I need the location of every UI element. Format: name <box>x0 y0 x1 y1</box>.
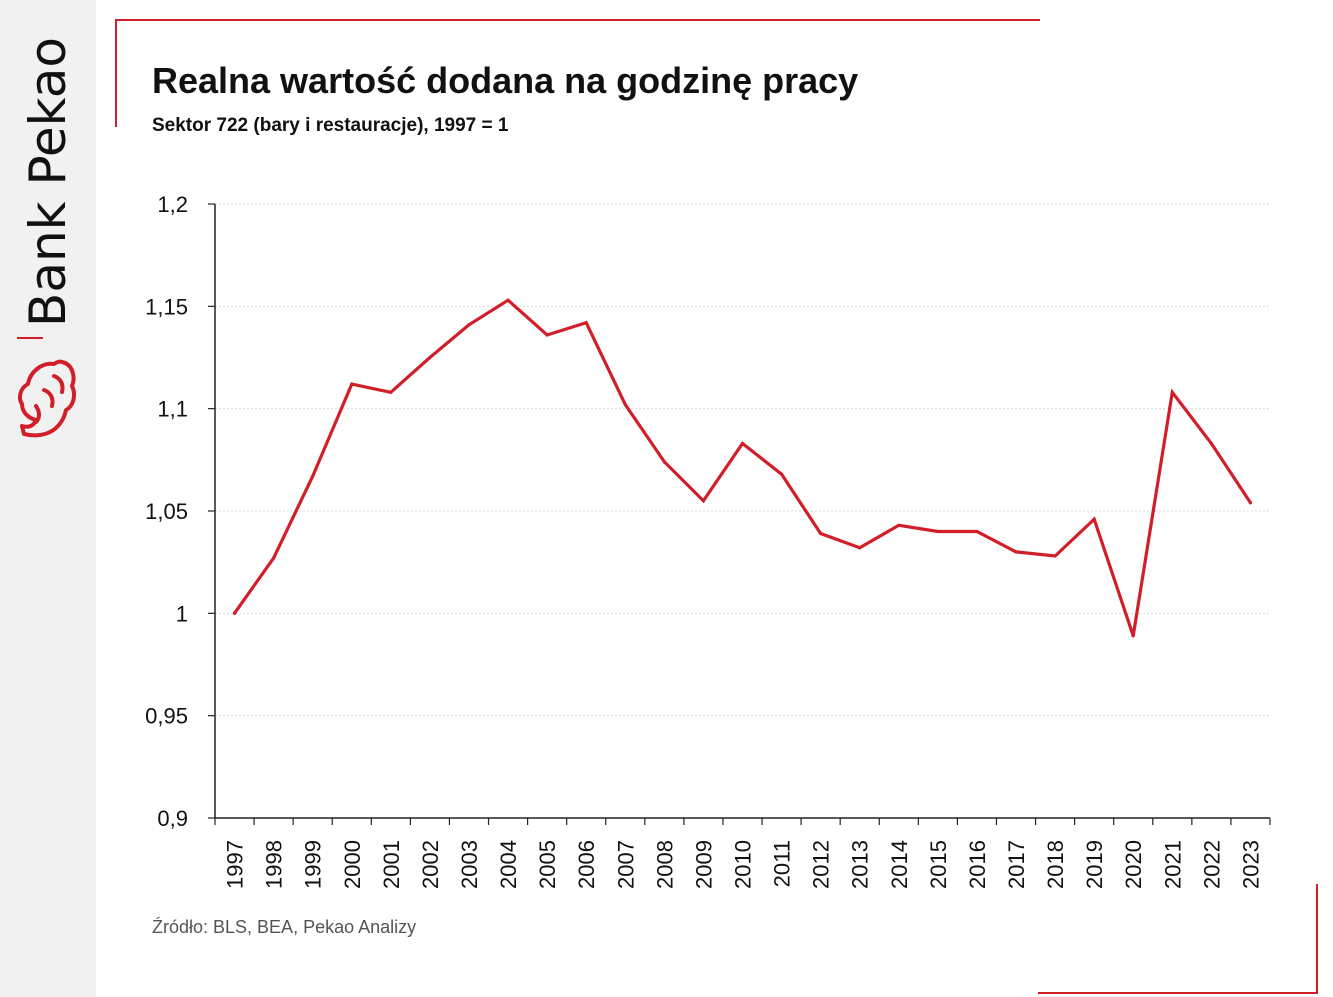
y-tick-label: 1 <box>176 601 188 626</box>
data-point <box>819 531 823 536</box>
x-tick-label: 2015 <box>926 840 951 889</box>
chart-subtitle: Sektor 722 (bary i restauracje), 1997 = … <box>152 115 509 136</box>
data-point <box>584 321 588 325</box>
data-point <box>467 323 471 327</box>
data-point <box>1053 554 1057 558</box>
data-point <box>1131 634 1135 638</box>
source-note: Źródło: BLS, BEA, Pekao Analizy <box>152 917 417 937</box>
data-point <box>232 611 237 615</box>
x-tick-label: 1997 <box>223 840 248 889</box>
x-tick-label: 2004 <box>496 840 521 889</box>
x-tick-label: 2001 <box>379 840 404 889</box>
x-tick-label: 2021 <box>1160 840 1185 889</box>
y-tick-label: 1,2 <box>157 192 188 217</box>
x-tick-label: 1998 <box>262 840 287 889</box>
x-tick-label: 2005 <box>535 840 560 889</box>
data-point <box>936 529 940 534</box>
y-tick-label: 1,15 <box>145 294 188 319</box>
data-point <box>272 556 276 560</box>
data-point <box>1209 441 1213 446</box>
data-point <box>1092 517 1096 521</box>
data-point <box>858 546 862 550</box>
data-point <box>975 529 979 534</box>
series-line <box>233 298 1252 637</box>
y-tick-label: 0,9 <box>157 806 188 831</box>
x-tick-label: 2003 <box>457 840 482 889</box>
data-point <box>779 472 784 476</box>
x-tick-label: 2009 <box>691 840 716 889</box>
x-tick-label: 2018 <box>1043 840 1068 889</box>
x-tick-label: 2019 <box>1082 840 1107 889</box>
data-point <box>545 333 549 337</box>
frame-bottom-line <box>1038 992 1318 994</box>
pekao-bison-logo-icon <box>14 356 78 449</box>
y-tick-labels: 0,9 0,95 1 1,05 1,1 1,15 1,2 <box>145 192 188 831</box>
x-tick-label: 2011 <box>770 840 795 887</box>
x-tick-label: 2022 <box>1199 840 1224 889</box>
y-tick-label: 0,95 <box>145 704 188 729</box>
grid-layer <box>215 203 1270 717</box>
x-tick-label: 2017 <box>1004 840 1029 889</box>
data-point <box>389 390 393 394</box>
x-tick-label: 2000 <box>340 840 365 889</box>
frame-right-line <box>1316 884 1318 994</box>
x-tick-label: 2012 <box>809 840 834 889</box>
x-tick-label: 2023 <box>1238 840 1263 889</box>
data-point <box>311 474 315 478</box>
y-tick-label: 1,1 <box>157 397 188 422</box>
data-point <box>428 355 432 360</box>
data-point <box>740 441 745 446</box>
x-tick-labels: 1997 1998 1999 2000 2001 2002 2003 2004 2005 2006… <box>223 840 1264 889</box>
data-point <box>350 382 354 386</box>
frame-top-line <box>115 19 1040 21</box>
data-point <box>506 298 510 302</box>
series-layer <box>232 298 1253 638</box>
data-point <box>623 402 627 407</box>
x-tick-label: 2002 <box>418 840 443 889</box>
y-tick-label: 1,05 <box>145 499 188 524</box>
x-tick-label: 2016 <box>965 840 990 889</box>
x-tick-label: 2014 <box>887 840 912 889</box>
x-tick-label: 2010 <box>731 840 756 889</box>
data-point <box>1248 501 1253 505</box>
brand-sidebar: Bank Pekao <box>0 0 96 997</box>
x-tick-label: 2020 <box>1121 840 1146 889</box>
x-tick-label: 1999 <box>301 840 326 889</box>
data-point <box>662 460 666 464</box>
data-point <box>701 499 706 503</box>
data-point <box>1170 390 1174 394</box>
brand-separator <box>17 337 43 339</box>
data-point <box>897 523 901 527</box>
x-tick-label: 2013 <box>848 840 873 889</box>
data-point <box>1014 550 1018 554</box>
axis-layer <box>208 203 1271 825</box>
x-tick-label: 2006 <box>574 840 599 889</box>
frame-left-line <box>115 19 117 127</box>
x-tick-label: 2008 <box>652 840 677 889</box>
x-tick-label: 2007 <box>613 840 638 889</box>
chart-title: Realna wartość dodana na godzinę pracy <box>152 60 859 101</box>
